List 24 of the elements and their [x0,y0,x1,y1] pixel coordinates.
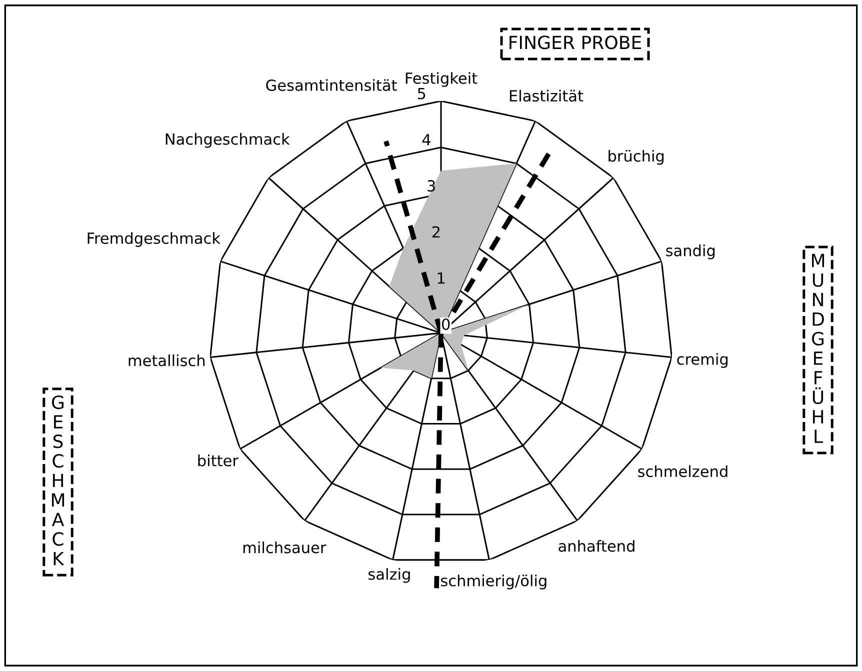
spoke-label: Gesamtintensität [266,79,397,92]
spoke-label: milchsauer [243,542,326,554]
spoke-label: Elastizität [510,90,584,102]
spoke-label: brüchig [608,150,664,165]
y-tick-label: 0 [442,318,450,330]
spoke-label: sandig [666,244,715,260]
spoke-label: metallisch [128,354,205,366]
spoke-label: schmierig/ölig [441,574,546,590]
y-tick-label: 1 [438,272,444,284]
spoke-label: Festigkeit [406,72,478,87]
y-tick-label: 4 [422,134,430,146]
spoke-label: schmelzend [638,465,728,478]
spoke-label: salzig [368,568,410,583]
y-tick-label: 5 [418,88,426,100]
text: MUNDGEFÜHL [812,254,824,443]
spoke-label: anhaftend [558,540,634,552]
spoke-label: bitter [198,454,238,466]
text: GESCHMACK [52,395,64,566]
spoke-label: Fremdgeschmack [88,232,220,247]
y-tick-label: 2 [432,226,440,238]
text: FINGER PROBE [510,36,642,50]
spoke-label: Nachgeschmack [166,133,290,148]
spoke-label: cremig [677,353,728,368]
y-tick-label: 3 [428,180,435,192]
